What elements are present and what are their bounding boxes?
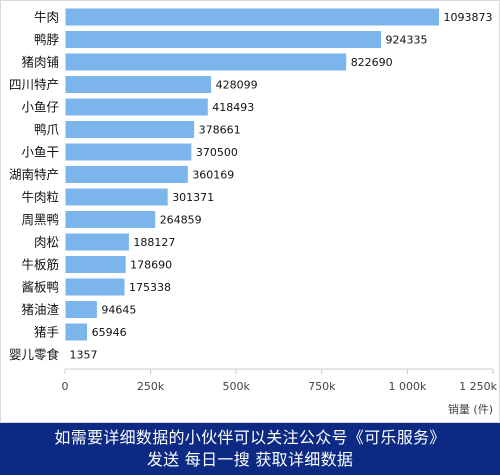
x-tick-label: 250k (137, 380, 165, 393)
category-label: 小鱼仔 (21, 100, 59, 115)
value-label: 418493 (212, 101, 254, 114)
category-label: 猪肉铺 (21, 55, 59, 70)
x-tick-label: 1 000k (388, 380, 426, 393)
category-label: 小鱼干 (21, 145, 59, 160)
category-label: 鸭爪 (34, 122, 60, 137)
value-label: 822690 (351, 56, 393, 69)
bar-chart: 牛肉 1093873 鸭脖 924335 猪肉铺 822690 四川特产 428099 小鱼仔 4… (9, 7, 498, 416)
bar[interactable] (64, 165, 189, 184)
bar[interactable] (64, 52, 348, 72)
value-label: 360169 (192, 169, 234, 182)
x-axis-ticks: 0 250k 500k 750k 1 000k 1 250k (62, 369, 498, 393)
value-label: 1093873 (444, 11, 493, 24)
bar[interactable] (64, 277, 126, 297)
category-label: 四川特产 (9, 77, 59, 92)
category-label: 牛板筋 (21, 257, 59, 272)
bar[interactable] (64, 300, 98, 319)
value-label: 188127 (133, 236, 175, 249)
footer-banner: 如需要详细数据的小伙伴可以关注公众号《可乐服务》 发送 每日一搜 获取详细数据 (0, 423, 500, 475)
value-label: 94645 (101, 304, 136, 317)
category-label: 牛肉粒 (21, 190, 59, 205)
bar[interactable] (64, 30, 382, 49)
bar[interactable] (64, 210, 157, 229)
bar[interactable] (64, 120, 196, 139)
bar[interactable] (64, 232, 130, 252)
category-label: 猪手 (34, 325, 59, 340)
category-label: 肉松 (34, 235, 59, 250)
category-label: 婴儿零食 (9, 347, 60, 362)
category-label: 猪油渣 (21, 302, 59, 317)
x-tick-label: 750k (308, 380, 336, 393)
bar[interactable] (64, 97, 209, 117)
bars-layer: 牛肉 1093873 鸭脖 924335 猪肉铺 822690 四川特产 428099 小鱼仔 4… (9, 7, 493, 364)
x-tick-label: 0 (62, 380, 69, 393)
value-label: 175338 (129, 281, 171, 294)
x-axis-title: 销量 (件) (448, 402, 493, 416)
category-label: 湖南特产 (9, 167, 59, 182)
value-label: 264859 (160, 214, 202, 227)
chart-frame: 牛肉 1093873 鸭脖 924335 猪肉铺 822690 四川特产 428099 小鱼仔 4… (0, 0, 500, 423)
bar[interactable] (64, 255, 127, 274)
bar[interactable] (64, 7, 441, 27)
value-label: 924335 (385, 34, 427, 47)
x-tick-label: 500k (223, 380, 251, 393)
category-label: 鸭脖 (34, 32, 59, 47)
bar[interactable] (64, 187, 169, 207)
bar[interactable] (64, 142, 193, 162)
category-label: 牛肉 (34, 10, 59, 25)
footer-line-1: 如需要详细数据的小伙伴可以关注公众号《可乐服务》 (54, 428, 446, 447)
bar[interactable] (64, 322, 89, 342)
footer-line-2: 发送 每日一搜 获取详细数据 (146, 450, 354, 469)
category-label: 酱板鸭 (21, 280, 59, 295)
value-label: 65946 (92, 326, 127, 339)
category-label: 周黑鸭 (21, 212, 59, 227)
value-label: 378661 (199, 124, 241, 137)
value-label: 1357 (69, 349, 97, 362)
value-label: 301371 (172, 191, 214, 204)
bar[interactable] (64, 75, 213, 94)
value-label: 178690 (130, 259, 172, 272)
bar[interactable] (64, 345, 67, 364)
x-tick-label: 1 250k (459, 380, 497, 393)
value-label: 428099 (216, 79, 258, 92)
value-label: 370500 (196, 146, 238, 159)
